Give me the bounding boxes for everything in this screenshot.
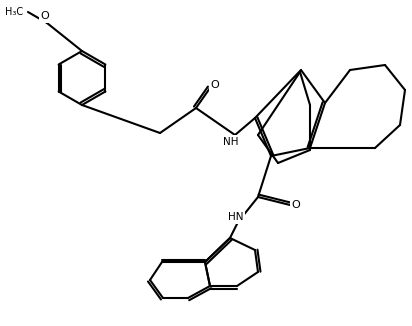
Text: O: O	[211, 80, 219, 90]
Text: NH: NH	[223, 137, 239, 147]
Text: H₃C: H₃C	[5, 7, 23, 17]
Text: O: O	[292, 200, 300, 210]
Text: O: O	[41, 11, 49, 21]
Text: HN: HN	[228, 212, 244, 222]
